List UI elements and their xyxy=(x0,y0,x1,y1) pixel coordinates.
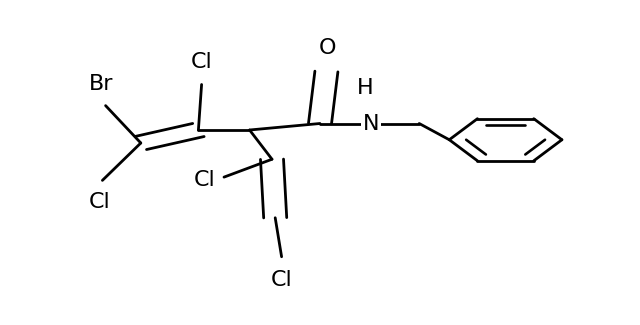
Text: N: N xyxy=(363,113,380,134)
Text: Cl: Cl xyxy=(271,269,292,290)
Text: Cl: Cl xyxy=(194,170,216,190)
Text: Br: Br xyxy=(89,74,113,95)
Text: Cl: Cl xyxy=(191,52,212,72)
Text: H: H xyxy=(356,78,373,98)
Text: Cl: Cl xyxy=(88,192,110,213)
Text: O: O xyxy=(319,38,337,58)
